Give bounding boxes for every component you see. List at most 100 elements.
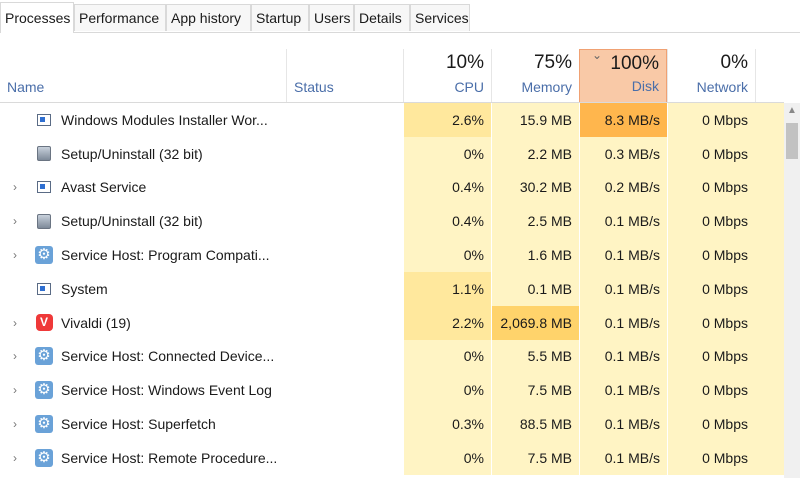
header-divider bbox=[0, 102, 784, 103]
network-value: 0 Mbps bbox=[667, 407, 755, 441]
service-gear-icon: ⚙ bbox=[33, 238, 55, 272]
tab-strip: Processes Performance App history Startu… bbox=[0, 0, 800, 33]
process-status bbox=[286, 441, 403, 475]
process-row[interactable]: Setup/Uninstall (32 bit) 0% 2.2 MB 0.3 MB/s… bbox=[0, 136, 784, 171]
cpu-value: 0.4% bbox=[403, 204, 491, 239]
process-status bbox=[286, 272, 403, 306]
network-value: 0 Mbps bbox=[667, 136, 755, 171]
status-column-label: Status bbox=[294, 79, 334, 95]
expand-chevron-icon[interactable]: › bbox=[13, 349, 17, 364]
disk-column-label: Disk bbox=[631, 78, 659, 94]
process-row[interactable]: › ⚙ Service Host: Superfetch 0.3% 88.5 MB 0.1… bbox=[0, 407, 784, 441]
network-column-label: Network bbox=[696, 79, 748, 95]
extra-cell bbox=[755, 238, 784, 272]
process-list: Windows Modules Installer Wor... 2.6% 15.9… bbox=[0, 103, 784, 475]
process-row[interactable]: › ⚙ Service Host: Windows Event Log 0% 7.5 M… bbox=[0, 373, 784, 408]
tab-users[interactable]: Users bbox=[309, 4, 354, 31]
disk-value: 0.1 MB/s bbox=[579, 238, 667, 272]
service-gear-icon: ⚙ bbox=[33, 407, 55, 441]
process-name: Service Host: Windows Event Log bbox=[61, 382, 272, 399]
process-status bbox=[286, 306, 403, 340]
process-row[interactable]: System 1.1% 0.1 MB 0.1 MB/s 0 Mbps bbox=[0, 271, 784, 306]
extra-column-header bbox=[755, 49, 784, 103]
process-name: Service Host: Program Compati... bbox=[61, 247, 270, 264]
process-status bbox=[286, 340, 403, 374]
cpu-value: 2.6% bbox=[403, 103, 491, 137]
disk-column-header[interactable]: ⌄ 100% Disk bbox=[579, 48, 667, 103]
vertical-scrollbar[interactable]: ▲ bbox=[784, 103, 800, 478]
extra-cell bbox=[755, 305, 784, 340]
setup-installer-icon bbox=[33, 204, 55, 238]
memory-value: 7.5 MB bbox=[491, 440, 579, 475]
tab-services[interactable]: Services bbox=[410, 4, 470, 31]
memory-value: 1.6 MB bbox=[491, 238, 579, 272]
network-total-percent: 0% bbox=[720, 52, 748, 73]
disk-value: 0.1 MB/s bbox=[579, 339, 667, 374]
network-value: 0 Mbps bbox=[667, 305, 755, 340]
disk-value: 0.1 MB/s bbox=[579, 407, 667, 441]
status-column-header[interactable]: Status bbox=[286, 49, 403, 103]
disk-value: 0.1 MB/s bbox=[579, 271, 667, 306]
expand-chevron-icon bbox=[0, 137, 30, 171]
memory-value: 15.9 MB bbox=[491, 103, 579, 137]
cpu-value: 0% bbox=[403, 440, 491, 475]
process-name: Avast Service bbox=[61, 179, 147, 196]
memory-total-percent: 75% bbox=[533, 52, 572, 73]
tab-performance[interactable]: Performance bbox=[74, 4, 166, 31]
memory-value: 2,069.8 MB bbox=[491, 305, 579, 340]
process-name: Service Host: Superfetch bbox=[61, 416, 216, 433]
process-status bbox=[286, 373, 403, 407]
expand-chevron-icon[interactable]: › bbox=[13, 383, 17, 398]
expand-chevron-icon[interactable]: › bbox=[13, 180, 17, 195]
expand-chevron-icon bbox=[0, 272, 30, 306]
process-name: Setup/Uninstall (32 bit) bbox=[61, 213, 203, 230]
tab-processes[interactable]: Processes bbox=[0, 2, 74, 33]
process-row[interactable]: › ⚙ Service Host: Connected Device... 0% 5.5… bbox=[0, 339, 784, 374]
process-row[interactable]: Windows Modules Installer Wor... 2.6% 15.9… bbox=[0, 103, 784, 137]
process-row[interactable]: › ⚙ Service Host: Remote Procedure... 0% 7.5… bbox=[0, 440, 784, 475]
vivaldi-icon: V bbox=[33, 306, 55, 340]
scroll-up-arrow-icon[interactable]: ▲ bbox=[787, 105, 797, 116]
expand-chevron-icon[interactable]: › bbox=[13, 450, 17, 465]
cpu-column-header[interactable]: 10% CPU bbox=[403, 49, 491, 103]
process-row[interactable]: › ⚙ Service Host: Program Compati... 0% 1.6 … bbox=[0, 238, 784, 272]
network-value: 0 Mbps bbox=[667, 238, 755, 272]
disk-value: 0.1 MB/s bbox=[579, 204, 667, 239]
cpu-column-label: CPU bbox=[454, 79, 484, 95]
process-status bbox=[286, 238, 403, 272]
tab-startup[interactable]: Startup bbox=[251, 4, 309, 31]
process-status bbox=[286, 171, 403, 205]
memory-value: 30.2 MB bbox=[491, 170, 579, 205]
scrollbar-thumb[interactable] bbox=[786, 123, 798, 159]
expand-chevron-icon[interactable]: › bbox=[13, 315, 17, 330]
process-row[interactable]: › V Vivaldi (19) 2.2% 2,069.8 MB 0.1 MB/s 0 Mb… bbox=[0, 305, 784, 340]
cpu-value: 2.2% bbox=[403, 305, 491, 340]
disk-value: 0.1 MB/s bbox=[579, 440, 667, 475]
extra-cell bbox=[755, 440, 784, 475]
process-name: Vivaldi (19) bbox=[61, 314, 131, 331]
extra-cell bbox=[755, 407, 784, 441]
expand-chevron-icon[interactable]: › bbox=[13, 417, 17, 432]
window-app-icon bbox=[33, 171, 55, 205]
process-row[interactable]: › Avast Service 0.4% 30.2 MB 0.2 MB/s 0 Mbps bbox=[0, 170, 784, 205]
disk-total-percent: 100% bbox=[610, 53, 659, 74]
memory-value: 2.2 MB bbox=[491, 136, 579, 171]
extra-cell bbox=[755, 204, 784, 239]
sort-descending-icon: ⌄ bbox=[592, 48, 603, 62]
memory-value: 0.1 MB bbox=[491, 271, 579, 306]
network-value: 0 Mbps bbox=[667, 170, 755, 205]
memory-column-header[interactable]: 75% Memory bbox=[491, 49, 579, 103]
network-column-header[interactable]: 0% Network bbox=[667, 49, 755, 103]
expand-chevron-icon bbox=[0, 103, 30, 137]
extra-cell bbox=[755, 136, 784, 171]
process-status bbox=[286, 137, 403, 171]
tab-details[interactable]: Details bbox=[354, 4, 410, 31]
process-row[interactable]: › Setup/Uninstall (32 bit) 0.4% 2.5 MB 0.1 M… bbox=[0, 204, 784, 239]
disk-value: 0.1 MB/s bbox=[579, 305, 667, 340]
service-gear-icon: ⚙ bbox=[33, 373, 55, 407]
expand-chevron-icon[interactable]: › bbox=[13, 214, 17, 229]
expand-chevron-icon[interactable]: › bbox=[13, 248, 17, 263]
process-status bbox=[286, 407, 403, 441]
name-column-header[interactable]: Name bbox=[0, 49, 286, 103]
tab-app-history[interactable]: App history bbox=[166, 4, 251, 31]
